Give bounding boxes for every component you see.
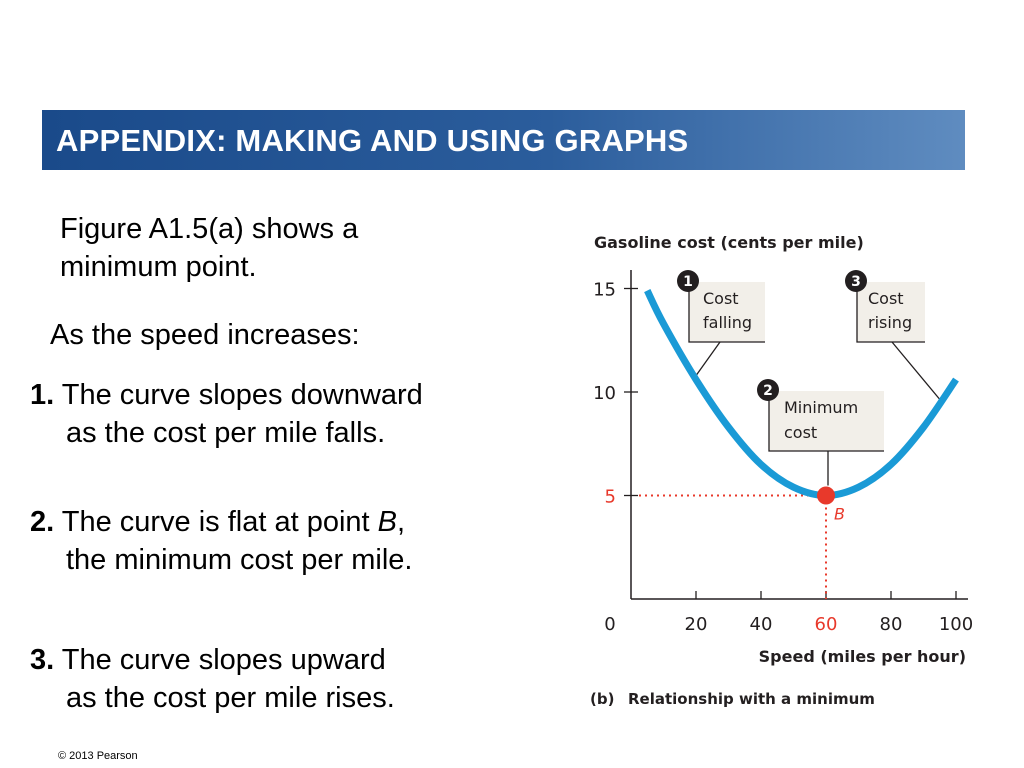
- list-item-1: 1. The curve slopes downward as the cost…: [30, 376, 423, 452]
- callout-box: [689, 282, 765, 342]
- callout-box: [857, 282, 925, 342]
- item-text-continued: as the cost per mile falls.: [66, 417, 386, 449]
- callout-border: [688, 282, 765, 343]
- item-text: The curve is flat at point: [61, 506, 378, 538]
- y-tick-label: 10: [593, 383, 616, 404]
- callout-number: 3: [851, 274, 861, 290]
- leader-cost-falling: [695, 341, 721, 376]
- callout-text-1: Cost: [703, 289, 739, 308]
- callout-leaders: [695, 341, 941, 486]
- x-tick-label: 60: [815, 614, 838, 635]
- leader-cost-rising: [891, 341, 941, 400]
- callout-cost-rising: 3 Cost rising: [845, 270, 925, 343]
- x-tick-label: 0: [604, 614, 615, 635]
- callout-text-1: Minimum: [784, 398, 858, 417]
- x-ticks: 0 20 40 60 80 100: [604, 591, 973, 635]
- y-ticks: 5 10 15: [593, 280, 638, 508]
- callout-number-badge: [757, 379, 779, 401]
- callout-text-2: rising: [868, 313, 912, 332]
- cost-curve: [644, 289, 959, 500]
- callout-border: [768, 391, 884, 452]
- callout-border: [856, 282, 925, 343]
- x-tick-label: 80: [880, 614, 903, 635]
- callout-number: 2: [763, 383, 773, 399]
- item-text: The curve slopes upward: [61, 644, 386, 676]
- item-text-continued: as the cost per mile rises.: [66, 682, 395, 714]
- y-tick-label: 5: [605, 487, 616, 508]
- callout-minimum-cost: 2 Minimum cost: [757, 379, 884, 452]
- title-banner: APPENDIX: MAKING AND USING GRAPHS: [42, 110, 965, 170]
- chart-caption-prefix: (b): [590, 690, 614, 708]
- callout-number: 1: [683, 274, 693, 290]
- list-item-2: 2. The curve is flat at point B, the min…: [30, 503, 413, 579]
- speed-text: As the speed increases:: [50, 319, 360, 351]
- item-punctuation: ,: [397, 506, 406, 538]
- list-item-3: 3. The curve slopes upward as the cost p…: [30, 641, 395, 717]
- x-tick-label: 40: [750, 614, 773, 635]
- callout-cost-falling: 1 Cost falling: [677, 270, 765, 343]
- point-label: B: [377, 506, 398, 538]
- x-tick-label: 100: [939, 614, 973, 635]
- callout-text-1: Cost: [868, 289, 904, 308]
- intro-text: Figure A1.5(a) shows a minimum point.: [60, 210, 358, 286]
- item-number: 3.: [30, 644, 55, 676]
- intro-line-1: Figure A1.5(a) shows a: [60, 213, 359, 245]
- callout-text-2: cost: [784, 423, 817, 442]
- item-text-continued: the minimum cost per mile.: [66, 544, 413, 576]
- item-number: 1.: [30, 379, 55, 411]
- callout-box: [769, 391, 884, 451]
- callout-text-2: falling: [703, 313, 752, 332]
- item-number: 2.: [30, 506, 55, 538]
- minimum-guides: [639, 494, 827, 599]
- chart-title: Gasoline cost (cents per mile): [594, 233, 864, 252]
- chart-caption: Relationship with a minimum: [628, 690, 875, 708]
- item-text: The curve slopes downward: [61, 379, 423, 411]
- callout-number-badge: [677, 270, 699, 292]
- copyright-text: © 2013 Pearson: [58, 750, 138, 762]
- intro-line-2: minimum point.: [60, 251, 257, 283]
- y-tick-label: 15: [593, 280, 616, 301]
- slide-title: APPENDIX: MAKING AND USING GRAPHS: [56, 123, 689, 158]
- point-b-label: B: [834, 505, 845, 524]
- callout-number-badge: [845, 270, 867, 292]
- x-tick-label: 20: [685, 614, 708, 635]
- minimum-point-b: [817, 486, 835, 505]
- x-axis-label: Speed (miles per hour): [759, 647, 966, 666]
